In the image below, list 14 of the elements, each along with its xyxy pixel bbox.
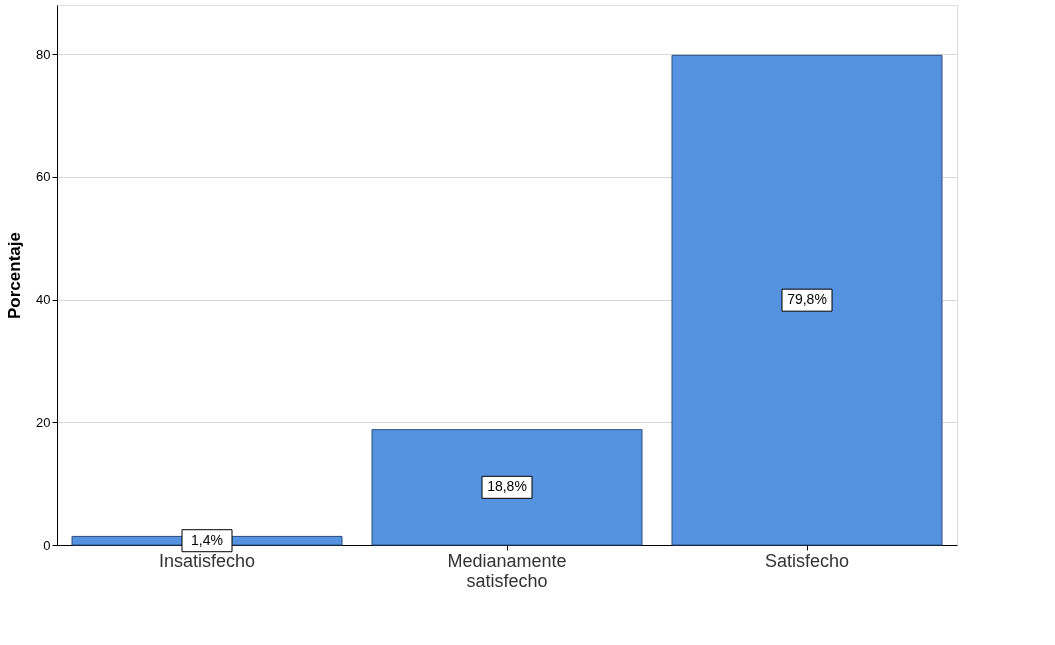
data-label: 18,8% — [487, 478, 527, 495]
y-tick-label: 20 — [36, 414, 51, 430]
data-label: 79,8% — [787, 291, 827, 308]
y-axis-title: Porcentaje — [5, 232, 25, 319]
bar — [671, 54, 943, 546]
data-label: 1,4% — [191, 531, 223, 548]
y-tick-label: 60 — [36, 169, 51, 185]
x-tick-label: Insatisfecho — [158, 550, 256, 571]
x-tick-label: Satisfecho — [764, 550, 850, 571]
bar — [371, 429, 643, 546]
y-tick-label: 40 — [36, 292, 51, 308]
y-tick-label: 0 — [43, 537, 51, 553]
y-tick-label: 80 — [36, 46, 51, 62]
x-tick-label: Medianamente satisfecho — [447, 550, 567, 591]
